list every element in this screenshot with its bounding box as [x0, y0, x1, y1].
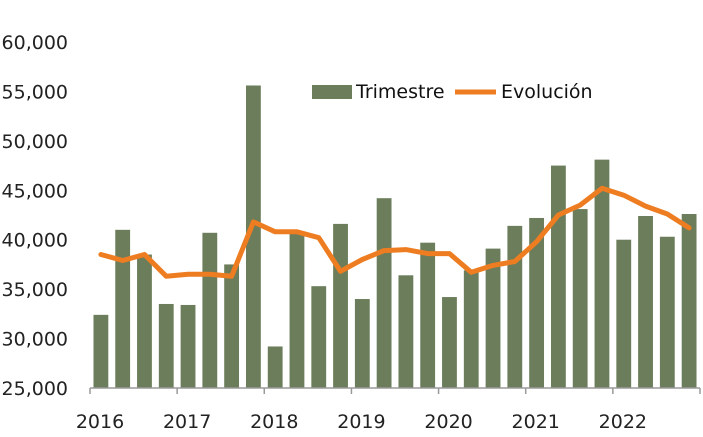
bar-trimestre: [550, 165, 566, 388]
bar-trimestre: [420, 242, 436, 388]
y-tick-label: 55,000: [2, 81, 68, 103]
bar-trimestre: [376, 198, 392, 388]
bar-trimestre: [594, 159, 610, 388]
bar-trimestre: [638, 215, 653, 388]
bar-trimestre: [659, 236, 675, 388]
x-tick-label: 2019: [337, 411, 385, 433]
bar-trimestre: [137, 254, 152, 388]
bar-trimestre: [572, 209, 588, 388]
y-tick-label: 50,000: [2, 131, 68, 153]
y-tick-label: 45,000: [2, 180, 68, 202]
y-tick-label: 40,000: [2, 230, 68, 252]
y-tick-label: 30,000: [2, 329, 68, 351]
bar-trimestre: [93, 314, 109, 388]
x-axis-ticks: [89, 388, 701, 394]
bar-trimestre: [115, 229, 131, 388]
bars: [93, 85, 697, 389]
bar-trimestre: [529, 217, 545, 388]
x-tick-label: 2021: [512, 411, 560, 433]
legend-label-trimestre: Trimestre: [355, 81, 445, 103]
bar-trimestre: [507, 225, 523, 388]
y-tick-label: 35,000: [2, 279, 68, 301]
bar-trimestre: [158, 303, 174, 388]
legend-label-evolucion: Evolución: [501, 81, 593, 103]
y-tick-label: 25,000: [2, 378, 68, 400]
bar-trimestre: [202, 232, 218, 388]
bar-trimestre: [616, 239, 632, 388]
bar-trimestre: [224, 264, 240, 388]
bar-trimestre: [398, 275, 414, 388]
line-layer: [98, 185, 692, 279]
bar-trimestre: [267, 346, 283, 388]
bar-trimestre: [289, 232, 305, 388]
bar-trimestre: [180, 304, 196, 388]
bar-trimestre: [442, 297, 457, 388]
x-tick-label: 2016: [76, 411, 124, 433]
x-tick-label: 2017: [163, 411, 211, 433]
y-axis-labels: 25,000 30,000 35,000 40,000 45,000 50,000 55,0…: [2, 32, 68, 400]
x-tick-label: 2020: [424, 411, 472, 433]
y-tick-label: 60,000: [2, 32, 68, 54]
bar-trimestre: [681, 214, 697, 388]
bar-trimestre: [333, 223, 348, 388]
bar-trimestre: [354, 299, 370, 388]
bar-trimestre: [485, 248, 501, 388]
legend-swatch-trimestre: [312, 85, 352, 99]
x-tick-label: 2018: [250, 411, 298, 433]
line-evolucion: [98, 185, 692, 279]
x-axis-labels: 2016 2017 2018 2019 2020 2021 2022: [76, 411, 647, 433]
bar-trimestre: [311, 286, 327, 388]
bar-trimestre: [245, 85, 261, 389]
bar-trimestre: [463, 270, 479, 388]
x-tick-label: 2022: [599, 411, 647, 433]
legend: Trimestre Evolución: [312, 81, 593, 103]
